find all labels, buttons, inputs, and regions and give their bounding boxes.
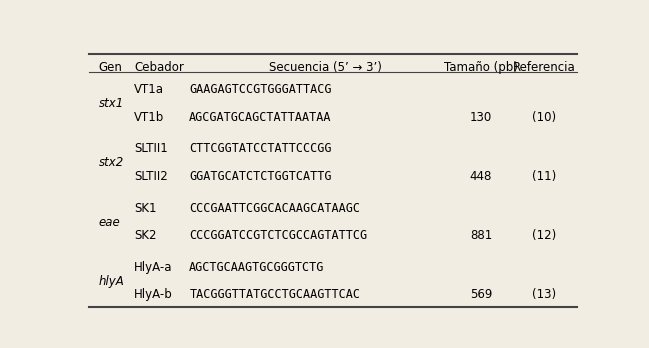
Text: Referencia: Referencia [513,61,575,74]
Text: SK1: SK1 [134,202,156,215]
Text: (12): (12) [532,229,556,242]
Text: (10): (10) [532,111,556,124]
Text: CCCGAATTCGGCACAAGCATAAGC: CCCGAATTCGGCACAAGCATAAGC [190,202,360,215]
Text: VT1a: VT1a [134,84,164,96]
Text: SLTII1: SLTII1 [134,142,167,156]
Text: VT1b: VT1b [134,111,164,124]
Text: 569: 569 [470,288,492,301]
Text: TACGGGTTATGCCTGCAAGTTCAC: TACGGGTTATGCCTGCAAGTTCAC [190,288,360,301]
Text: 130: 130 [470,111,492,124]
Text: CCCGGATCCGTCTCGCCAGTATTCG: CCCGGATCCGTCTCGCCAGTATTCG [190,229,367,242]
Text: HlyA-b: HlyA-b [134,288,173,301]
Text: HlyA-a: HlyA-a [134,261,173,274]
Text: AGCTGCAAGTGCGGGTCTG: AGCTGCAAGTGCGGGTCTG [190,261,324,274]
Text: Secuencia (5’ → 3’): Secuencia (5’ → 3’) [269,61,382,74]
Text: 448: 448 [470,170,492,183]
Text: stx2: stx2 [99,156,124,169]
Text: Tamaño (pb): Tamaño (pb) [444,61,518,74]
Text: SLTII2: SLTII2 [134,170,167,183]
Text: CTTCGGTATCCTATTCCCGG: CTTCGGTATCCTATTCCCGG [190,142,332,156]
Text: GGATGCATCTCTGGTCATTG: GGATGCATCTCTGGTCATTG [190,170,332,183]
Text: hlyA: hlyA [99,275,125,287]
Text: Cebador: Cebador [134,61,184,74]
Text: (13): (13) [532,288,556,301]
Text: eae: eae [99,216,121,229]
Text: Gen: Gen [99,61,123,74]
Text: (11): (11) [532,170,556,183]
Text: GAAGAGTCCGTGGGATTACG: GAAGAGTCCGTGGGATTACG [190,84,332,96]
Text: AGCGATGCAGCTATTAATAA: AGCGATGCAGCTATTAATAA [190,111,332,124]
Text: 881: 881 [470,229,492,242]
Text: SK2: SK2 [134,229,156,242]
Text: stx1: stx1 [99,97,124,110]
